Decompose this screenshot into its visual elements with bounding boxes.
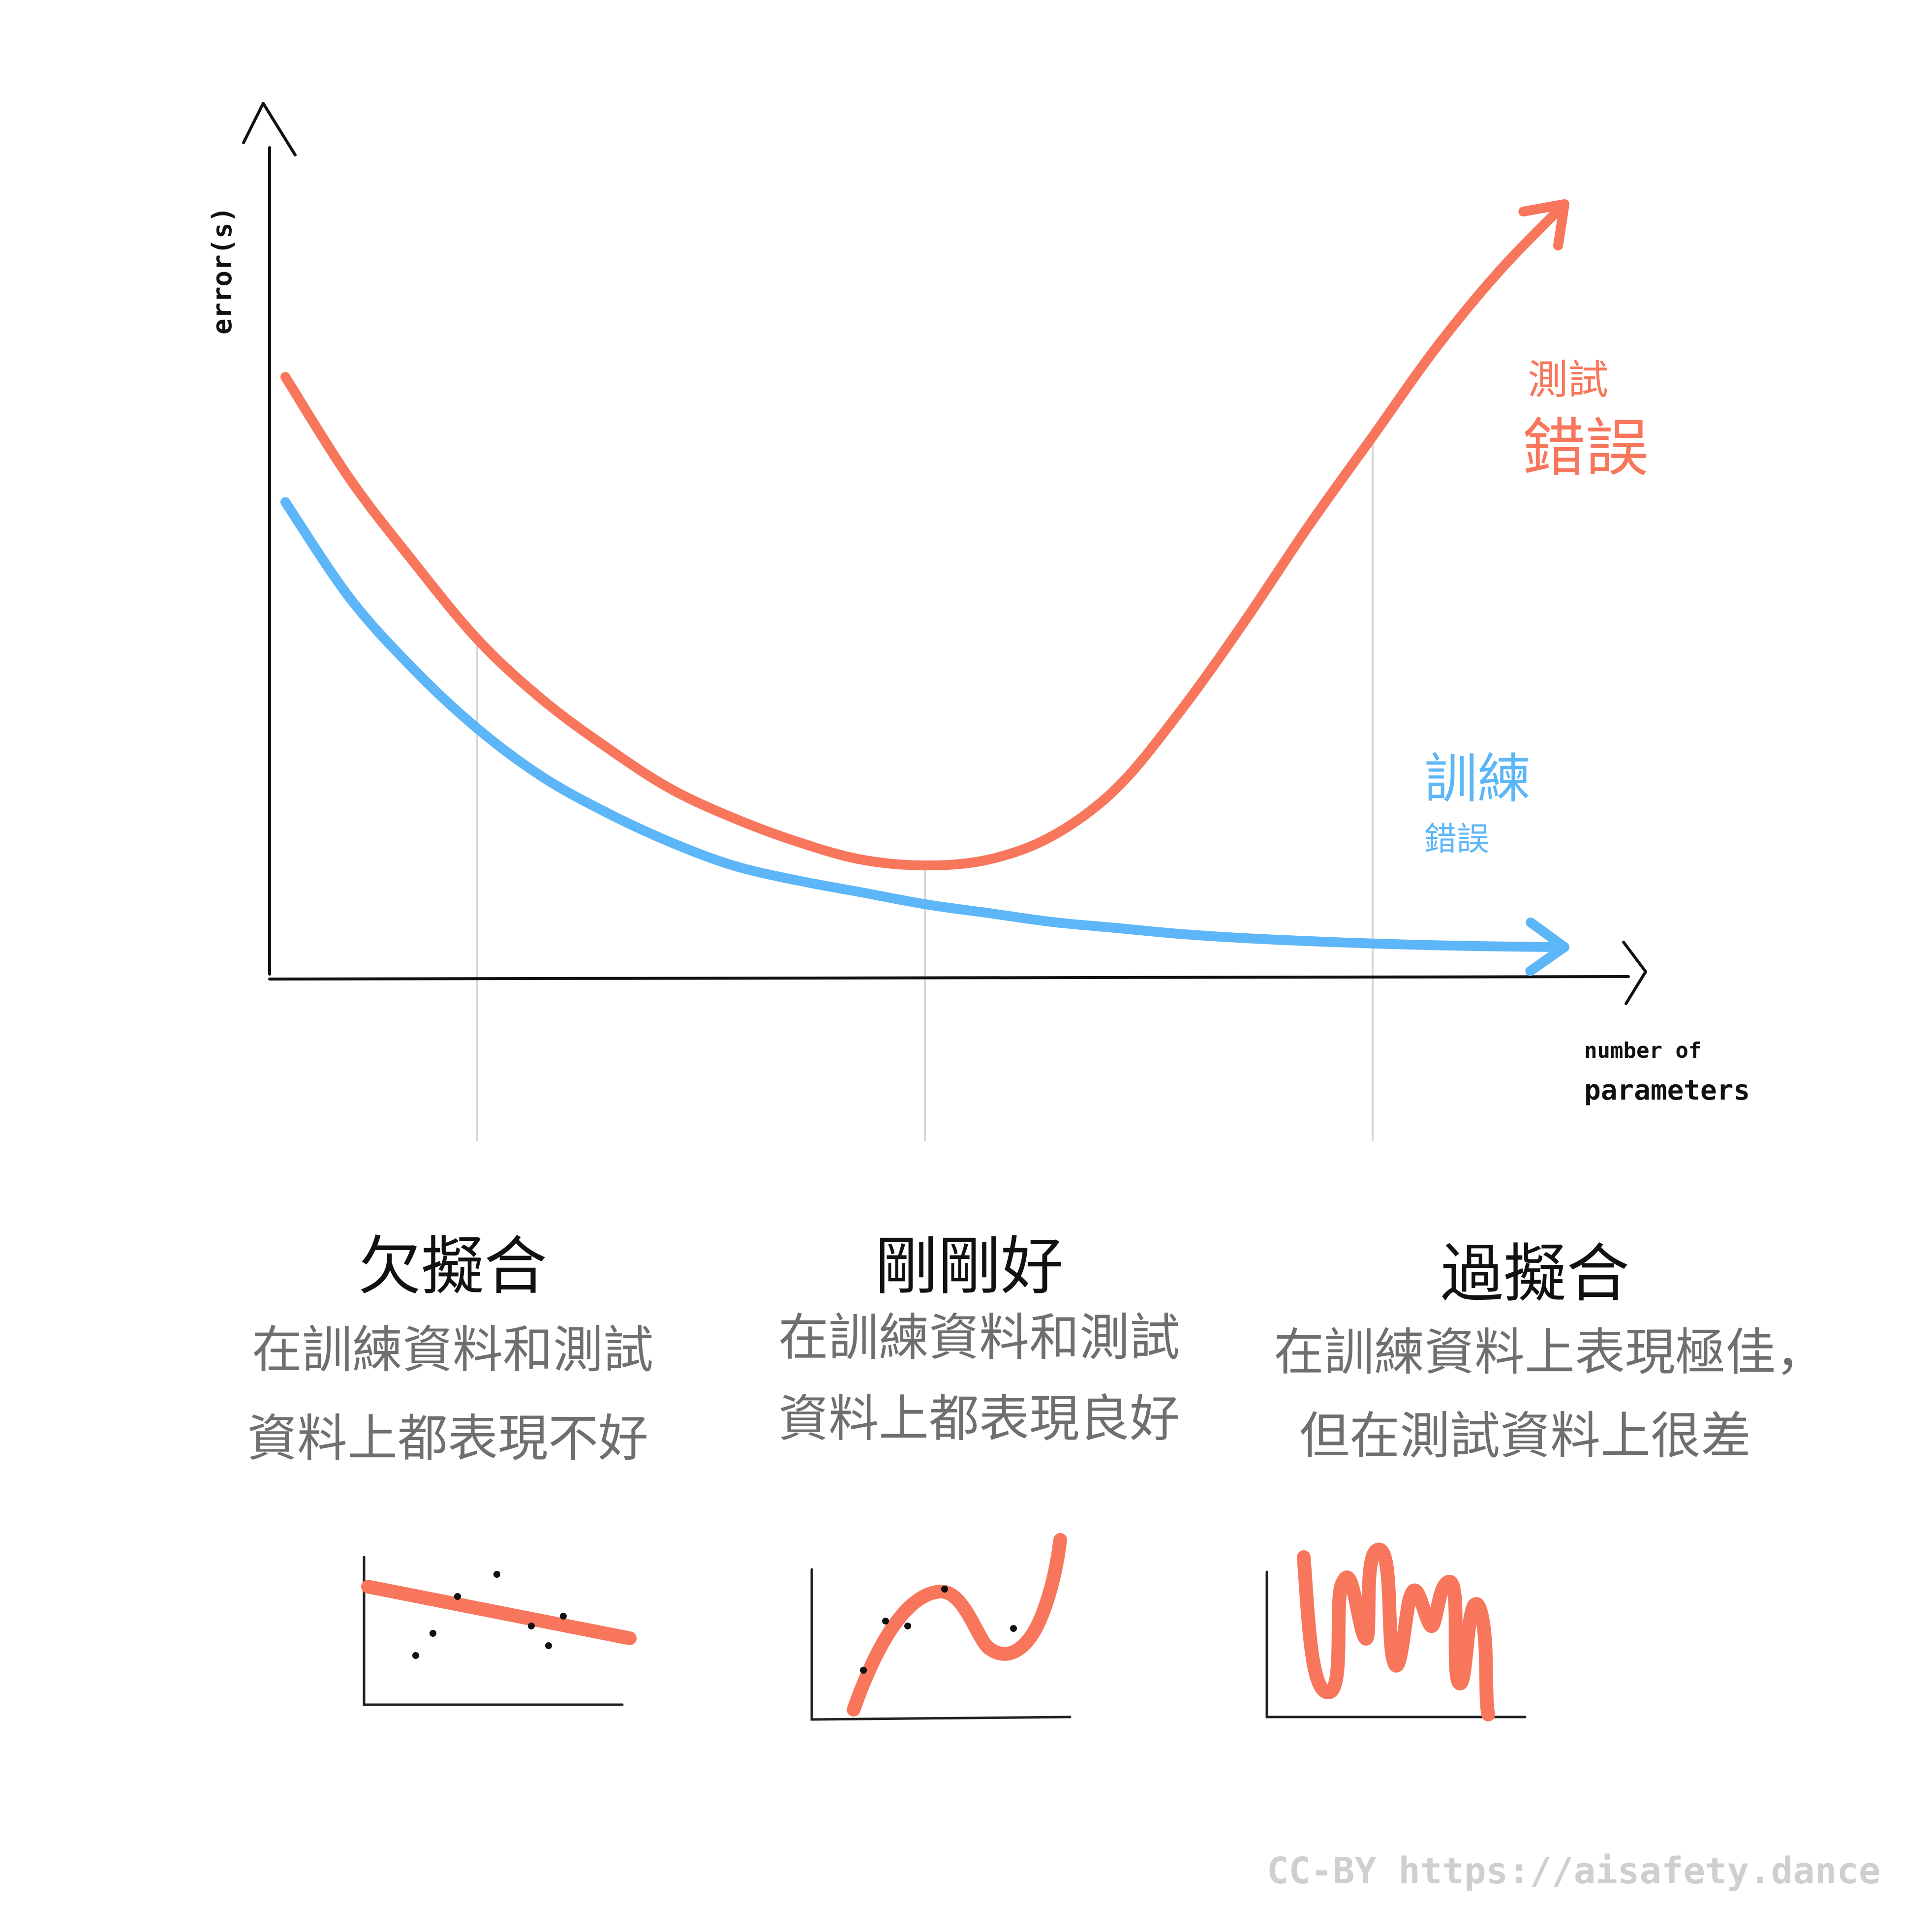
data-point	[412, 1652, 419, 1659]
underfit-illustration	[364, 1557, 630, 1705]
data-point	[1010, 1625, 1017, 1632]
data-point	[493, 1571, 500, 1578]
data-point	[429, 1630, 436, 1637]
data-point	[528, 1623, 535, 1629]
credit-text: CC-BY https://aisafety.dance	[1267, 1850, 1880, 1892]
good-fit-illustration	[812, 1540, 1070, 1719]
data-point	[904, 1623, 911, 1629]
data-point	[941, 1586, 948, 1593]
overfit-illustration	[1267, 1550, 1525, 1717]
overfit-curve	[1304, 1550, 1488, 1715]
good-fit-curve	[854, 1540, 1060, 1710]
underfit-line	[368, 1587, 630, 1638]
data-point	[560, 1613, 567, 1620]
data-point	[454, 1593, 461, 1600]
data-point	[860, 1667, 867, 1674]
data-point	[882, 1618, 889, 1625]
data-point	[545, 1642, 552, 1649]
